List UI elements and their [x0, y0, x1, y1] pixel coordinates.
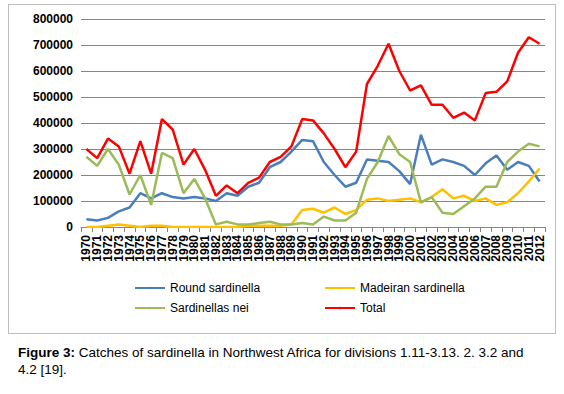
- svg-text:2012: 2012: [533, 235, 547, 262]
- svg-text:1985: 1985: [241, 235, 256, 262]
- svg-text:Sardinellas nei: Sardinellas nei: [170, 301, 249, 315]
- svg-text:1981: 1981: [198, 235, 213, 262]
- svg-text:2007: 2007: [478, 235, 493, 262]
- svg-text:Round sardinella: Round sardinella: [170, 281, 260, 295]
- svg-text:1970: 1970: [79, 235, 94, 262]
- svg-text:1994: 1994: [338, 235, 353, 262]
- svg-text:1993: 1993: [327, 235, 342, 262]
- svg-text:2005: 2005: [457, 235, 472, 262]
- svg-text:300000: 300000: [33, 142, 73, 156]
- svg-text:1977: 1977: [154, 235, 169, 262]
- svg-text:1983: 1983: [219, 235, 234, 262]
- svg-text:1996: 1996: [360, 235, 374, 262]
- svg-text:1976: 1976: [144, 235, 159, 262]
- svg-text:1997: 1997: [370, 235, 385, 262]
- svg-text:1982: 1982: [208, 235, 223, 262]
- svg-text:2008: 2008: [489, 235, 504, 262]
- svg-text:1979: 1979: [176, 235, 191, 262]
- svg-text:1990: 1990: [295, 235, 310, 262]
- svg-text:1973: 1973: [111, 235, 126, 262]
- svg-text:2006: 2006: [467, 235, 482, 262]
- svg-text:2010: 2010: [511, 235, 525, 262]
- svg-text:1984: 1984: [230, 235, 245, 262]
- svg-text:100000: 100000: [33, 194, 73, 208]
- svg-text:1989: 1989: [284, 235, 299, 262]
- svg-text:700000: 700000: [33, 38, 73, 52]
- svg-text:2002: 2002: [424, 235, 439, 262]
- svg-text:600000: 600000: [33, 64, 73, 78]
- svg-text:2009: 2009: [500, 235, 515, 262]
- svg-text:1999: 1999: [392, 235, 407, 262]
- svg-text:800000: 800000: [33, 12, 73, 26]
- svg-text:1975: 1975: [133, 235, 148, 262]
- svg-text:1986: 1986: [252, 235, 266, 262]
- svg-text:1992: 1992: [316, 235, 331, 262]
- svg-text:1988: 1988: [273, 235, 288, 262]
- svg-text:2011: 2011: [521, 235, 536, 261]
- svg-text:Madeiran sardinella: Madeiran sardinella: [360, 281, 465, 295]
- svg-text:2000: 2000: [403, 235, 418, 262]
- svg-text:2004: 2004: [446, 235, 461, 262]
- svg-text:2001: 2001: [413, 235, 428, 262]
- svg-text:1998: 1998: [381, 235, 396, 262]
- svg-text:Total: Total: [360, 301, 385, 315]
- svg-text:1971: 1971: [90, 235, 105, 262]
- svg-text:400000: 400000: [33, 116, 73, 130]
- svg-text:1972: 1972: [101, 235, 115, 262]
- svg-text:2003: 2003: [435, 235, 450, 262]
- svg-text:1991: 1991: [306, 235, 320, 262]
- svg-text:200000: 200000: [33, 168, 73, 182]
- svg-text:1974: 1974: [122, 235, 137, 262]
- svg-text:1980: 1980: [187, 235, 202, 262]
- svg-text:500000: 500000: [33, 90, 73, 104]
- html-text:Figure 3: Catches of sardinell: Figure 3: Catches of sardinella in North…: [18, 345, 524, 377]
- svg-text:1978: 1978: [165, 235, 180, 262]
- svg-text:1987: 1987: [262, 235, 277, 262]
- svg-text:0: 0: [66, 220, 73, 234]
- svg-text:1995: 1995: [349, 235, 364, 262]
